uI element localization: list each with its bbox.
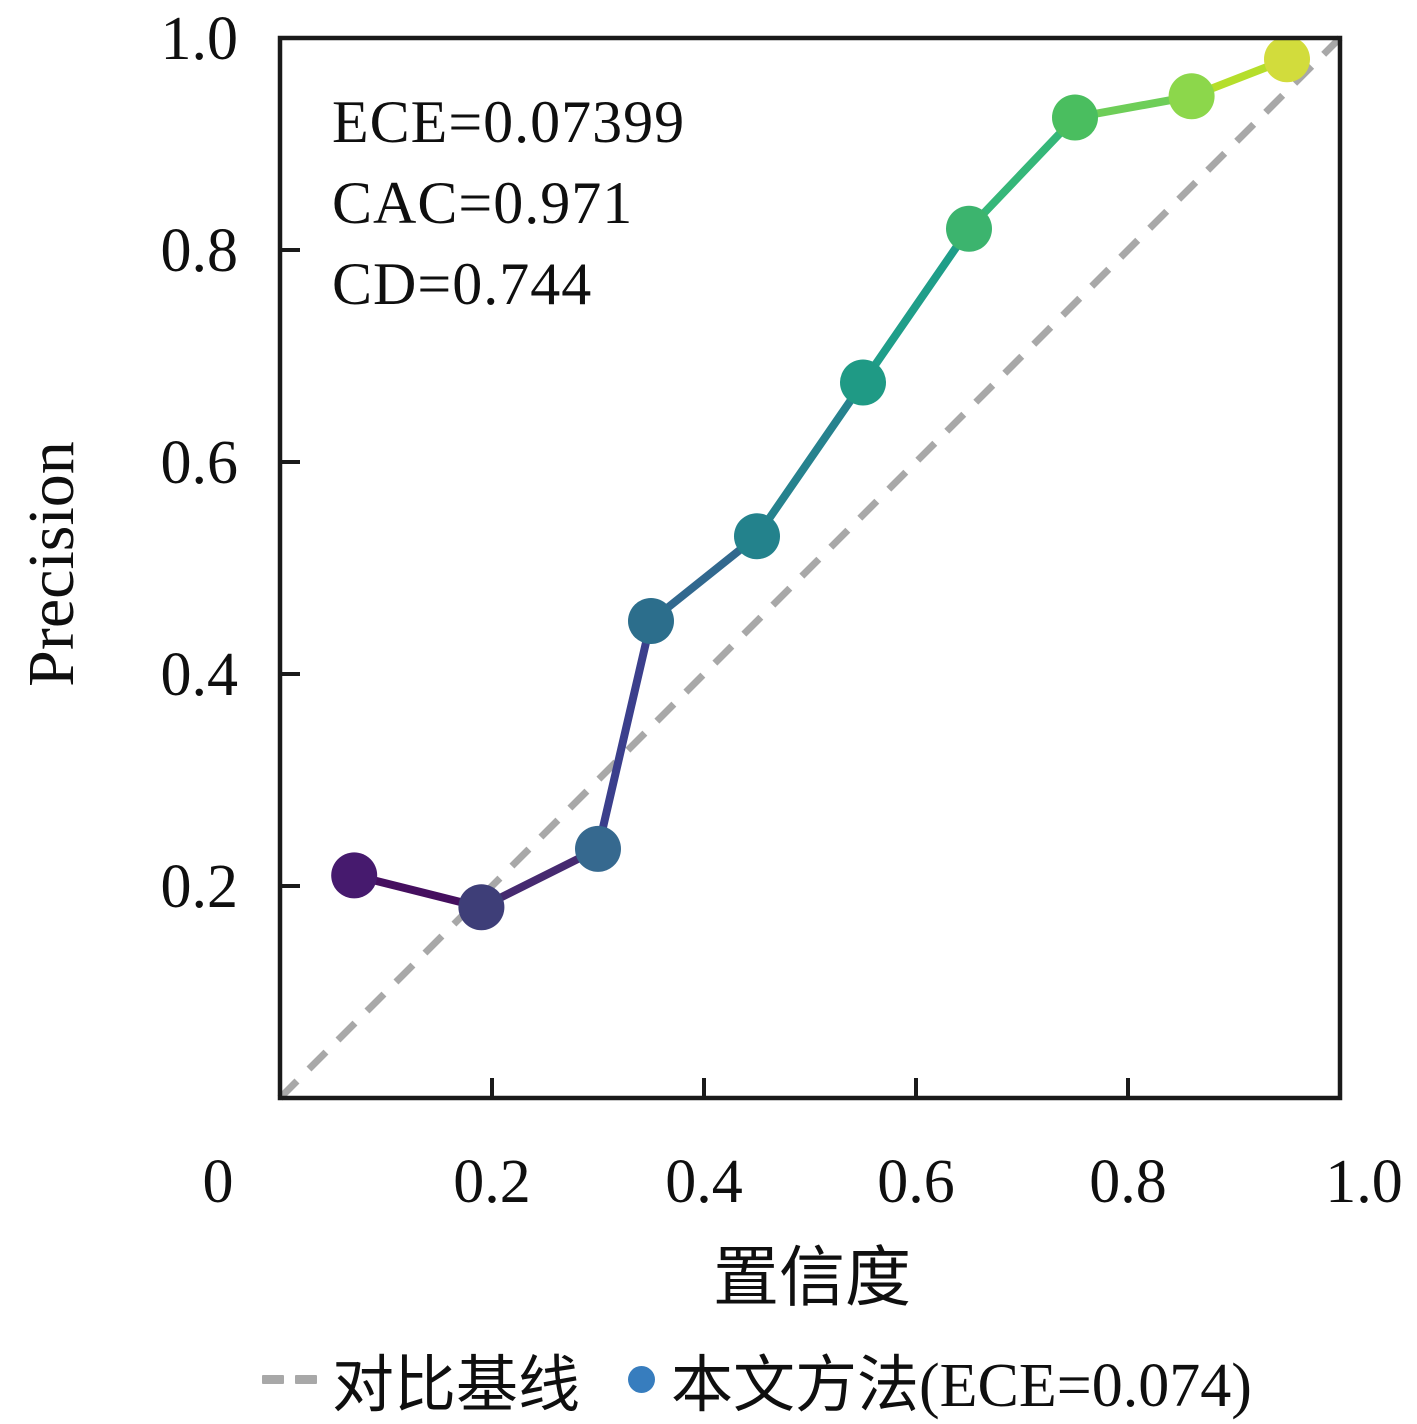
method-line-segment xyxy=(965,113,1079,233)
legend-label-method: 本文方法(ECE=0.074) xyxy=(671,1352,1252,1420)
data-point xyxy=(946,205,992,252)
x-axis-label: 置信度 xyxy=(713,1242,911,1315)
data-point xyxy=(331,852,378,899)
data-point xyxy=(734,513,780,560)
data-point xyxy=(575,825,621,872)
plot-border xyxy=(277,35,1343,1101)
legend-dash-segment xyxy=(262,1374,284,1384)
data-point xyxy=(458,884,505,931)
data-point xyxy=(1052,94,1098,141)
data-point xyxy=(1264,36,1310,83)
baseline-dashed-line-icon xyxy=(262,1374,318,1384)
x-tick-label: 0 xyxy=(203,1148,234,1216)
x-tick-label: 0.8 xyxy=(1089,1148,1167,1216)
annotation-block: ECE=0.07399 CAC=0.971 CD=0.744 xyxy=(332,82,685,325)
y-axis-label: Precision xyxy=(15,441,88,687)
y-tick-label: 0.4 xyxy=(161,641,239,709)
data-point xyxy=(840,359,886,406)
y-tick-label: 1.0 xyxy=(161,5,239,73)
legend-dash-segment xyxy=(295,1374,317,1384)
y-tick-label: 0.8 xyxy=(161,217,239,285)
annotation-cac: CAC=0.971 xyxy=(332,170,634,236)
method-line-segment xyxy=(859,224,973,387)
x-tick-label: 0.2 xyxy=(453,1148,531,1216)
annotation-ece: ECE=0.07399 xyxy=(332,89,686,155)
baseline-dashed-line xyxy=(277,35,1343,1101)
x-tick-label: 0.6 xyxy=(877,1148,955,1216)
method-line-segment xyxy=(753,378,867,541)
x-tick-label: 1.0 xyxy=(1325,1148,1403,1216)
legend: 对比基线 本文方法(ECE=0.074) xyxy=(262,1336,1252,1422)
data-point xyxy=(1168,73,1215,120)
legend-label-baseline: 对比基线 xyxy=(332,1352,581,1420)
method-line-segment xyxy=(594,617,655,853)
x-tick-label: 0.4 xyxy=(665,1148,743,1216)
annotation-cd: CD=0.744 xyxy=(332,251,593,317)
y-tick-label: 0.6 xyxy=(161,429,239,497)
method-dot-icon xyxy=(628,1365,656,1393)
y-tick-label: 0.2 xyxy=(161,853,239,921)
data-point xyxy=(628,598,674,644)
